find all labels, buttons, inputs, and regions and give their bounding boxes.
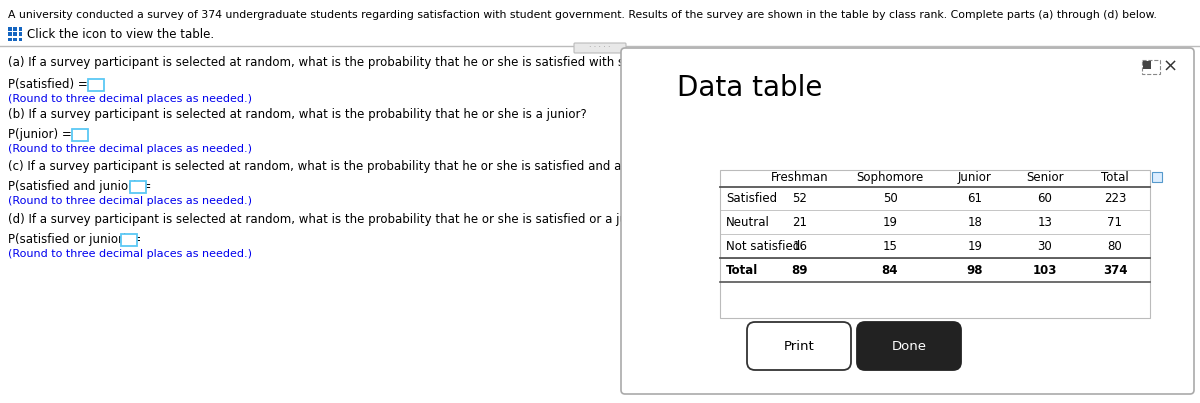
- Bar: [13, 32, 17, 36]
- Text: · · · · ·: · · · · ·: [589, 44, 611, 52]
- Text: (b) If a survey participant is selected at random, what is the probability that : (b) If a survey participant is selected …: [8, 108, 587, 121]
- Text: Sophomore: Sophomore: [857, 171, 924, 184]
- Text: A university conducted a survey of 374 undergraduate students regarding satisfac: A university conducted a survey of 374 u…: [8, 10, 1157, 20]
- Text: 52: 52: [792, 191, 808, 204]
- Text: 30: 30: [1038, 239, 1052, 253]
- Text: Satisfied: Satisfied: [726, 191, 778, 204]
- Text: 60: 60: [1038, 191, 1052, 204]
- Text: Done: Done: [892, 339, 926, 353]
- Text: 89: 89: [792, 264, 809, 276]
- FancyBboxPatch shape: [857, 322, 961, 370]
- Bar: [1142, 61, 1151, 69]
- Text: 16: 16: [792, 239, 808, 253]
- Text: 13: 13: [1038, 216, 1052, 229]
- Bar: [1152, 172, 1162, 182]
- Bar: [130, 181, 146, 193]
- Text: (Round to three decimal places as needed.): (Round to three decimal places as needed…: [8, 249, 252, 259]
- Text: 103: 103: [1033, 264, 1057, 276]
- Text: Neutral: Neutral: [726, 216, 770, 229]
- Text: 374: 374: [1103, 264, 1127, 276]
- Text: Freshman: Freshman: [772, 171, 829, 184]
- Text: P(satisfied and junior) =: P(satisfied and junior) =: [8, 180, 151, 193]
- Bar: [19, 37, 23, 42]
- Text: (Round to three decimal places as needed.): (Round to three decimal places as needed…: [8, 144, 252, 154]
- Text: Click the icon to view the table.: Click the icon to view the table.: [28, 29, 214, 42]
- Text: Print: Print: [784, 339, 815, 353]
- Text: 98: 98: [967, 264, 983, 276]
- Text: 21: 21: [792, 216, 808, 229]
- Text: 223: 223: [1104, 191, 1126, 204]
- Text: 61: 61: [967, 191, 983, 204]
- Bar: [1142, 60, 1160, 74]
- Bar: [72, 129, 88, 141]
- Bar: [720, 170, 1150, 318]
- Text: Junior: Junior: [958, 171, 992, 184]
- Bar: [88, 79, 104, 91]
- Text: Not satisfied: Not satisfied: [726, 239, 800, 253]
- Text: P(junior) =: P(junior) =: [8, 128, 72, 141]
- Text: 84: 84: [882, 264, 899, 276]
- Text: 18: 18: [967, 216, 983, 229]
- Text: Total: Total: [1102, 171, 1129, 184]
- Bar: [13, 27, 17, 31]
- Bar: [8, 32, 12, 36]
- Text: P(satisfied or junior) =: P(satisfied or junior) =: [8, 233, 142, 246]
- Text: 19: 19: [882, 216, 898, 229]
- Text: Total: Total: [726, 264, 758, 276]
- Text: 80: 80: [1108, 239, 1122, 253]
- Text: ×: ×: [1163, 58, 1177, 76]
- Text: (Round to three decimal places as needed.): (Round to three decimal places as needed…: [8, 94, 252, 104]
- Text: P(satisfied) =: P(satisfied) =: [8, 78, 88, 91]
- Bar: [19, 32, 23, 36]
- Bar: [13, 37, 17, 42]
- Bar: [8, 27, 12, 31]
- Text: 71: 71: [1108, 216, 1122, 229]
- FancyBboxPatch shape: [622, 48, 1194, 394]
- Bar: [121, 234, 137, 246]
- Text: Senior: Senior: [1026, 171, 1064, 184]
- Text: (c) If a survey participant is selected at random, what is the probability that : (c) If a survey participant is selected …: [8, 160, 665, 173]
- Text: 15: 15: [882, 239, 898, 253]
- Text: 50: 50: [883, 191, 898, 204]
- Text: (Round to three decimal places as needed.): (Round to three decimal places as needed…: [8, 196, 252, 206]
- Bar: [8, 37, 12, 42]
- Text: Data table: Data table: [677, 74, 822, 102]
- Text: (a) If a survey participant is selected at random, what is the probability that : (a) If a survey participant is selected …: [8, 56, 745, 69]
- Text: (d) If a survey participant is selected at random, what is the probability that : (d) If a survey participant is selected …: [8, 213, 656, 226]
- Bar: [19, 27, 23, 31]
- Text: 19: 19: [967, 239, 983, 253]
- FancyBboxPatch shape: [746, 322, 851, 370]
- FancyBboxPatch shape: [574, 43, 626, 53]
